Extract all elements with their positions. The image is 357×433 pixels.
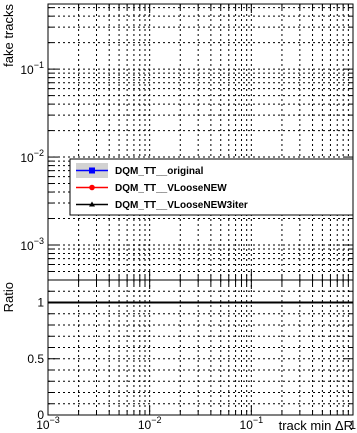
square-marker-icon xyxy=(89,167,95,174)
legend-label-vloosenew: DQM_TT__VLooseNEW xyxy=(115,183,227,194)
legend: DQM_TT__original DQM_TT__VLooseNEW DQM_T… xyxy=(69,158,354,216)
x-tick-label: 10−1 xyxy=(240,415,264,432)
top-plot-frame xyxy=(47,3,354,281)
x-tick-labels: 10−3 10−2 10−1 1 xyxy=(36,415,356,432)
top-grid xyxy=(48,4,353,280)
bottom-grid xyxy=(48,280,353,415)
legend-entry-original: DQM_TT__original xyxy=(76,163,204,178)
bottom-y-tick-label: 1 xyxy=(37,296,44,310)
x-tick-label: 1 xyxy=(349,418,356,432)
top-y-axis-title: fake tracks xyxy=(1,4,16,67)
top-axis-ticks xyxy=(47,4,354,280)
bottom-y-tick-labels: 00.51 xyxy=(27,296,44,423)
legend-entry-vloosenew3iter: DQM_TT__VLooseNEW3iter xyxy=(76,200,248,211)
top-y-tick-label: 10−3 xyxy=(20,236,44,253)
legend-entry-vloosenew: DQM_TT__VLooseNEW xyxy=(76,183,227,194)
bottom-y-tick-label: 0.5 xyxy=(27,352,44,366)
top-y-tick-labels: 10−3 10−2 10−1 xyxy=(20,60,44,253)
bottom-y-axis-title: Ratio xyxy=(1,282,16,312)
triangle-marker-icon xyxy=(89,201,95,207)
top-y-tick-label: 10−2 xyxy=(20,148,44,165)
x-axis-title: track min ΔR xyxy=(279,418,353,433)
legend-box xyxy=(69,158,354,216)
top-y-tick-label: 10−1 xyxy=(20,60,44,77)
circle-marker-icon xyxy=(89,184,95,191)
x-tick-label: 10−2 xyxy=(138,415,162,432)
legend-label-original: DQM_TT__original xyxy=(115,166,204,177)
x-tick-label: 10−3 xyxy=(36,415,60,432)
legend-label-vloosenew3iter: DQM_TT__VLooseNEW3iter xyxy=(115,200,248,211)
bottom-axis-ticks xyxy=(47,280,354,415)
bottom-y-tick-label: 0 xyxy=(37,408,44,422)
